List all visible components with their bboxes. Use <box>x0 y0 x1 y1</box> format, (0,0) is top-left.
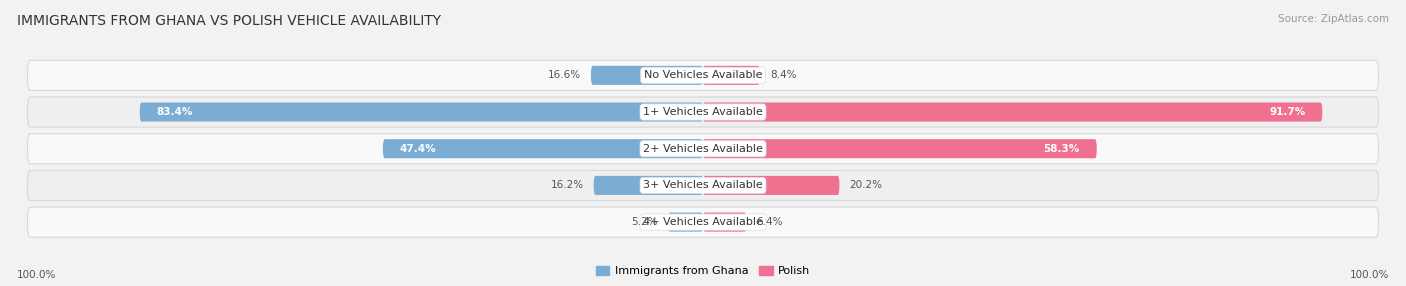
FancyBboxPatch shape <box>28 134 1378 164</box>
Text: 8.4%: 8.4% <box>770 70 796 80</box>
Text: 83.4%: 83.4% <box>156 107 193 117</box>
FancyBboxPatch shape <box>703 66 759 85</box>
Text: 16.2%: 16.2% <box>550 180 583 190</box>
Text: 16.6%: 16.6% <box>547 70 581 80</box>
Text: 5.2%: 5.2% <box>631 217 658 227</box>
Text: 100.0%: 100.0% <box>17 270 56 280</box>
FancyBboxPatch shape <box>703 212 747 232</box>
FancyBboxPatch shape <box>28 97 1378 127</box>
FancyBboxPatch shape <box>28 60 1378 90</box>
Text: No Vehicles Available: No Vehicles Available <box>644 70 762 80</box>
Text: 47.4%: 47.4% <box>399 144 436 154</box>
Text: 6.4%: 6.4% <box>756 217 783 227</box>
FancyBboxPatch shape <box>28 207 1378 237</box>
FancyBboxPatch shape <box>28 170 1378 200</box>
FancyBboxPatch shape <box>703 176 839 195</box>
Text: 4+ Vehicles Available: 4+ Vehicles Available <box>643 217 763 227</box>
FancyBboxPatch shape <box>591 66 703 85</box>
FancyBboxPatch shape <box>139 102 703 122</box>
Text: 100.0%: 100.0% <box>1350 270 1389 280</box>
Text: Source: ZipAtlas.com: Source: ZipAtlas.com <box>1278 14 1389 24</box>
FancyBboxPatch shape <box>703 139 1097 158</box>
Text: 20.2%: 20.2% <box>849 180 883 190</box>
Text: 58.3%: 58.3% <box>1043 144 1080 154</box>
FancyBboxPatch shape <box>703 102 1323 122</box>
Text: 1+ Vehicles Available: 1+ Vehicles Available <box>643 107 763 117</box>
Text: IMMIGRANTS FROM GHANA VS POLISH VEHICLE AVAILABILITY: IMMIGRANTS FROM GHANA VS POLISH VEHICLE … <box>17 14 441 28</box>
FancyBboxPatch shape <box>382 139 703 158</box>
Text: 91.7%: 91.7% <box>1270 107 1306 117</box>
Text: 2+ Vehicles Available: 2+ Vehicles Available <box>643 144 763 154</box>
Legend: Immigrants from Ghana, Polish: Immigrants from Ghana, Polish <box>591 261 815 281</box>
FancyBboxPatch shape <box>593 176 703 195</box>
FancyBboxPatch shape <box>668 212 703 232</box>
Text: 3+ Vehicles Available: 3+ Vehicles Available <box>643 180 763 190</box>
